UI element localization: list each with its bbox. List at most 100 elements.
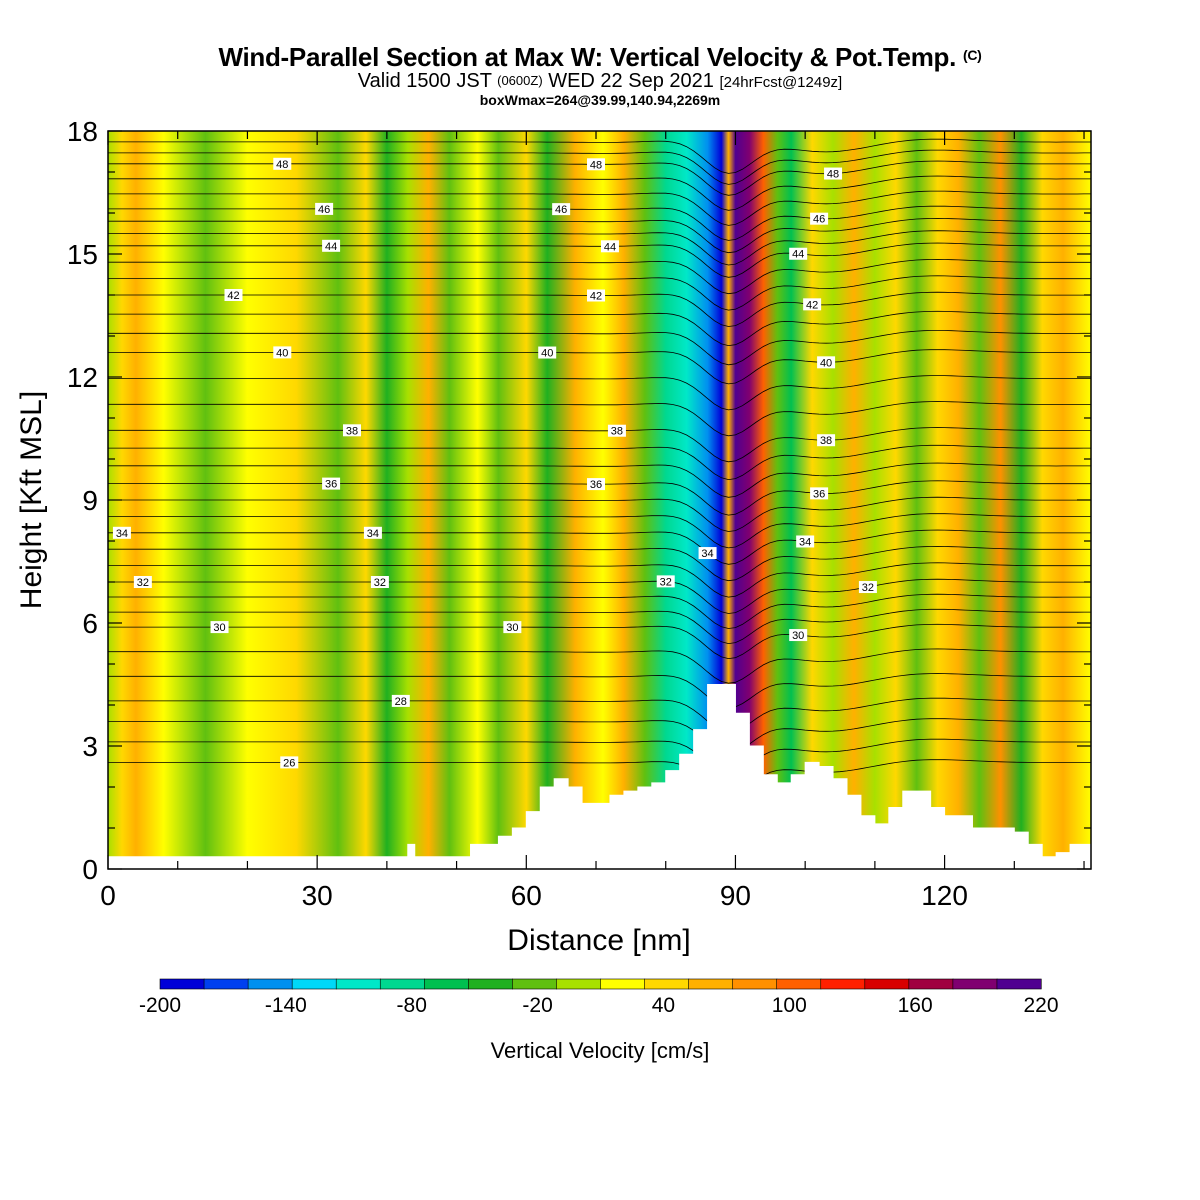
box-wmax-info: boxWmax=264@39.99,140.94,2269m: [479, 92, 721, 108]
contour-label: 48: [276, 159, 288, 171]
colorbar-swatch: [203, 978, 249, 990]
contour-label-bg: [817, 434, 836, 447]
theta-contour-line: [108, 205, 1091, 241]
colorbar-tick-label: 220: [1023, 994, 1058, 1017]
theta-contour-line: [108, 529, 1091, 565]
contour-label-bg: [322, 239, 341, 252]
colorbar-swatch: [952, 978, 998, 990]
colorbar-swatch: [908, 978, 954, 990]
colorbar-swatch: [159, 978, 205, 990]
contour-label-bg: [803, 298, 822, 311]
x-axis: 0 30 60 90 120: [100, 131, 1085, 911]
colorbar-swatch: [688, 978, 734, 990]
forecast-info: [24hrFcst@1249z]: [719, 74, 843, 91]
x-tick-label: 90: [720, 880, 751, 911]
contour-label-bg: [343, 424, 362, 437]
contour-label-bg: [538, 346, 557, 359]
theta-contour-line: [108, 242, 1091, 278]
contour-label-bg: [363, 526, 382, 539]
theta-contour-line: [108, 673, 1091, 709]
contour-label-bg: [273, 157, 292, 170]
colorbar-swatch: [291, 978, 337, 990]
contour-label: 44: [325, 241, 337, 253]
contour-label-bg: [587, 289, 606, 302]
contour-label-bg: [503, 621, 522, 634]
contour-label: 32: [862, 582, 874, 594]
colorbar-tick-label: 40: [652, 994, 675, 1017]
colorbar-swatch: [468, 978, 514, 990]
contour-label-bg: [587, 158, 606, 171]
y-tick-label: 0: [82, 854, 98, 885]
theta-contour-line: [108, 578, 1091, 614]
contour-label: 34: [799, 536, 811, 548]
colorbar-swatch: [335, 978, 381, 990]
contour-label: 36: [325, 479, 337, 491]
theta-contour-line: [108, 623, 1091, 660]
theta-contour-line: [108, 444, 1091, 481]
colorbar: -200 -140 -80 -20 40 100 160 220: [139, 978, 1059, 1017]
contour-label: 40: [541, 348, 553, 360]
colorbar-swatch: [556, 978, 602, 990]
contour-label: 36: [813, 488, 825, 500]
contour-label-bg: [789, 247, 808, 260]
contour-label: 28: [395, 696, 407, 708]
contour-label: 48: [827, 169, 839, 181]
colorbar-swatch: [820, 978, 866, 990]
theta-contour-line: [108, 349, 1091, 385]
contour-label: 46: [813, 214, 825, 226]
theta-contour-line: [108, 462, 1091, 498]
contour-label: 46: [318, 204, 330, 216]
contour-label-bg: [280, 756, 299, 769]
y-tick-label: 15: [67, 239, 98, 270]
contour-label: 30: [213, 622, 225, 634]
theta-contour-line: [108, 697, 1091, 733]
theta-contour-line: [108, 718, 1091, 754]
contour-label-bg: [391, 694, 410, 707]
theta-contours: [108, 138, 1091, 795]
contour-label-bg: [370, 576, 389, 588]
contour-label-bg: [600, 240, 619, 253]
contour-label-bg: [810, 212, 829, 225]
y-tick-label: 9: [82, 485, 98, 516]
contour-label: 42: [227, 290, 239, 302]
theta-contour-labels: 26 28 30 30 30 32 32 32 32 34 34 34 34 36 36 36 38 38 38 40…: [112, 157, 877, 769]
colorbar-swatch: [644, 978, 690, 990]
theta-contour-line: [108, 608, 1091, 645]
contour-label-bg: [587, 478, 606, 491]
x-tick-label: 30: [302, 880, 333, 911]
theta-contour-line: [108, 513, 1091, 549]
contour-label: 44: [792, 249, 804, 261]
x-axis-label: Distance [nm]: [507, 924, 690, 957]
theta-contour-line: [108, 738, 1091, 774]
theta-contour-line: [108, 175, 1091, 211]
contour-label-bg: [322, 477, 341, 490]
contour-label: 26: [283, 757, 295, 769]
contour-label-bg: [552, 203, 571, 216]
theta-contour-line: [108, 330, 1091, 366]
theta-contour-line: [108, 427, 1091, 463]
contour-label: 40: [276, 347, 288, 359]
contour-label: 36: [590, 479, 602, 491]
valid-date: WED 22 Sep 2021: [548, 70, 714, 92]
colorbar-label: Vertical Velocity [cm/s]: [491, 1038, 710, 1063]
contour-label-bg: [112, 526, 131, 539]
contour-label-bg: [133, 576, 152, 588]
colorbar-tick-label: -20: [522, 994, 552, 1017]
contour-label: 40: [820, 357, 832, 369]
contour-label: 48: [590, 159, 602, 171]
colorbar-swatch: [776, 978, 822, 990]
contour-label: 46: [555, 204, 567, 216]
contour-label: 42: [806, 299, 818, 311]
contour-label: 38: [611, 426, 623, 438]
colorbar-tick-label: 160: [898, 994, 933, 1017]
contour-label-bg: [698, 547, 717, 560]
chart-subtitle: Valid 1500 JST (0600Z) WED 22 Sep 2021 […: [357, 70, 843, 92]
plot-area: 26 28 30 30 30 32 32 32 32 34 34 34 34 36 36 36 38 38 38 40…: [108, 131, 1091, 869]
copyright-mark: (C): [962, 47, 982, 63]
y-tick-label: 18: [67, 116, 98, 147]
contour-label: 32: [137, 577, 149, 589]
y-tick-label: 6: [82, 608, 98, 639]
